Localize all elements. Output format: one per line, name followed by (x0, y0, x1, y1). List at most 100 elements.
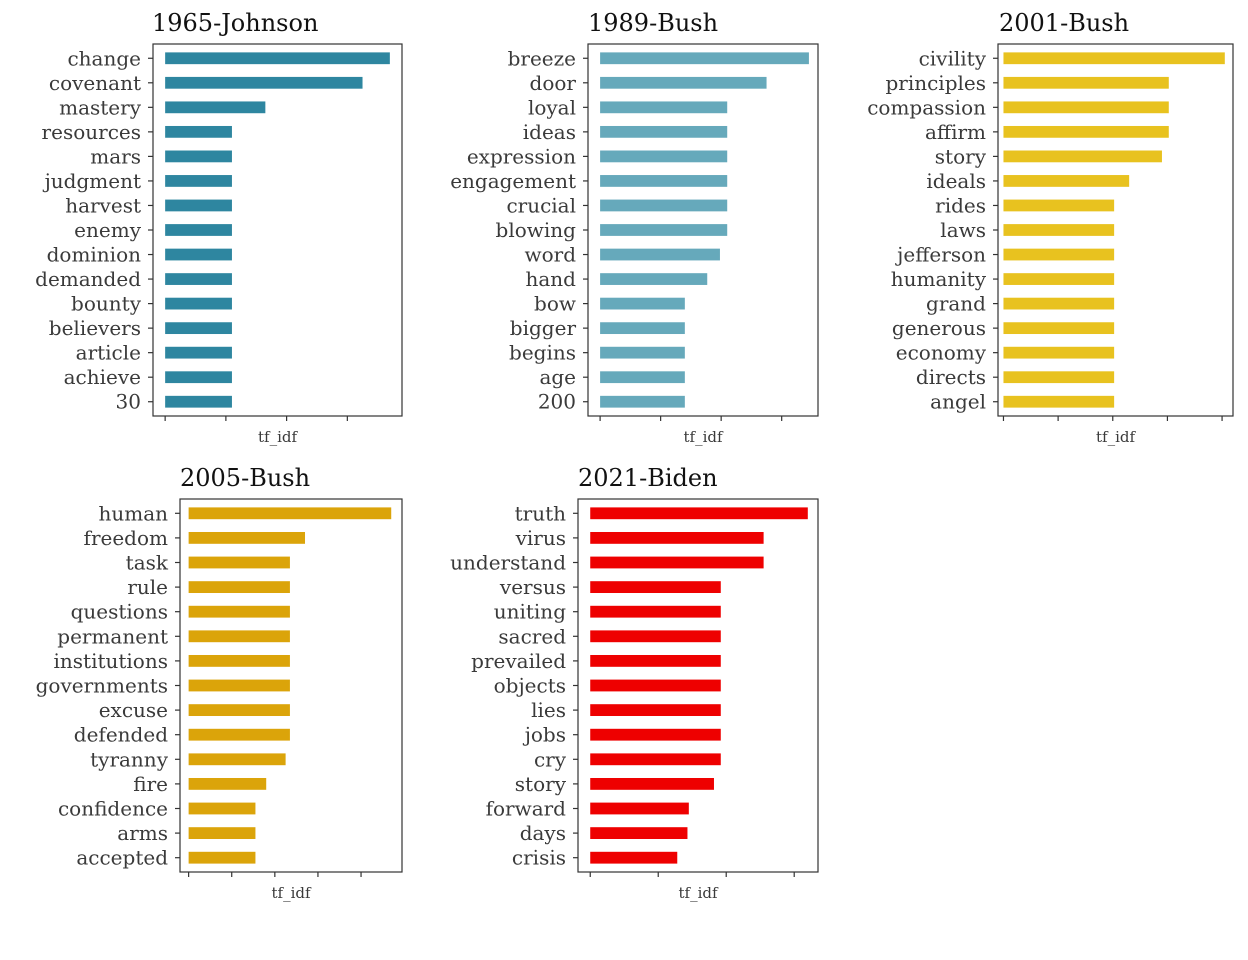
bar-directs (1003, 371, 1115, 384)
y-tick-label: 30 (116, 390, 141, 414)
bar-crucial (600, 199, 728, 212)
bar-versus (590, 581, 721, 594)
bar-200 (600, 395, 685, 408)
bar-door (600, 76, 767, 89)
y-tick-label: humanity (891, 267, 987, 291)
y-tick-label: task (126, 551, 169, 575)
y-tick-label: fire (133, 772, 168, 796)
bar-freedom (188, 531, 306, 544)
y-tick-label: dominion (47, 243, 142, 267)
x-axis-label: tf_idf (678, 884, 718, 902)
x-axis-label: tf_idf (1096, 428, 1136, 446)
bar-covenant (165, 76, 363, 89)
bar-compassion (1003, 101, 1169, 114)
bar-hand (600, 273, 708, 285)
bar-tyranny (188, 753, 286, 766)
bar-bigger (600, 322, 685, 335)
y-tick-label: breeze (508, 46, 576, 70)
y-tick-label: economy (896, 341, 987, 365)
bar-enemy (165, 224, 232, 236)
bar-age (600, 371, 685, 384)
bar-crisis (590, 851, 678, 864)
panel-1: 1989-Bush breezedoorloyalideasexpressione… (450, 9, 819, 446)
y-tick-label: story (935, 144, 987, 168)
y-tick-label: mars (90, 144, 141, 168)
bar-confidence (188, 802, 256, 815)
y-tick-label: truth (515, 501, 567, 525)
y-tick-label: jefferson (895, 243, 986, 267)
y-tick-label: uniting (494, 600, 566, 624)
y-tick-label: jobs (523, 723, 566, 747)
bar-human (188, 507, 392, 520)
y-tick-label: covenant (49, 71, 141, 95)
y-tick-label: bow (534, 292, 576, 316)
bar-accepted (188, 851, 256, 864)
bar-forward (590, 802, 689, 815)
y-tick-label: bounty (71, 292, 142, 316)
bar-dominion (165, 248, 232, 261)
y-tick-label: accepted (76, 846, 168, 870)
bar-story (1003, 150, 1162, 163)
panel-3: 2005-Bush humanfreedomtaskrulequestionspe… (36, 464, 403, 902)
y-tick-label: word (524, 243, 576, 267)
y-tick-label: achieve (64, 365, 141, 389)
bar-ideas (600, 125, 728, 138)
bar-sacred (590, 630, 721, 643)
y-tick-label: directs (916, 365, 986, 389)
bar-rides (1003, 199, 1115, 212)
y-tick-label: door (530, 71, 577, 95)
y-tick-label: rides (935, 193, 986, 217)
bar-humanity (1003, 273, 1115, 285)
bar-begins (600, 346, 685, 359)
y-tick-label: story (515, 772, 567, 796)
bar-jobs (590, 728, 721, 741)
bar-permanent (188, 630, 290, 643)
y-tick-label: blowing (496, 218, 577, 242)
y-tick-label: bigger (510, 316, 577, 340)
bar-affirm (1003, 125, 1169, 138)
y-tick-label: civility (919, 46, 987, 70)
y-tick-label: principles (885, 71, 986, 95)
y-tick-label: harvest (65, 193, 141, 217)
y-tick-label: judgment (43, 169, 141, 193)
y-tick-label: objects (494, 674, 566, 698)
y-tick-label: engagement (450, 169, 576, 193)
y-tick-label: questions (71, 600, 168, 624)
bar-mars (165, 150, 232, 163)
bar-uniting (590, 605, 721, 618)
bar-change (165, 52, 390, 65)
y-tick-label: crucial (506, 193, 576, 217)
panel-title: 2005-Bush (180, 464, 310, 492)
y-tick-label: resources (42, 120, 141, 144)
bar-breeze (600, 52, 809, 65)
y-tick-label: permanent (57, 624, 168, 648)
bar-questions (188, 605, 290, 618)
bar-objects (590, 679, 721, 692)
x-axis-label: tf_idf (271, 884, 311, 902)
y-tick-label: lies (531, 698, 566, 722)
bar-blowing (600, 224, 728, 236)
bar-believers (165, 322, 232, 335)
bar-excuse (188, 704, 290, 717)
bar-virus (590, 531, 764, 544)
bar-days (590, 827, 688, 840)
bar-rule (188, 581, 290, 594)
bar-principles (1003, 76, 1169, 89)
bar-word (600, 248, 720, 261)
y-tick-label: begins (509, 341, 576, 365)
y-tick-label: expression (467, 144, 576, 168)
bar-mastery (165, 101, 266, 114)
bar-cry (590, 753, 721, 766)
y-tick-label: 200 (538, 390, 576, 414)
y-tick-label: institutions (53, 649, 168, 673)
y-tick-label: ideas (523, 120, 576, 144)
y-tick-label: laws (940, 218, 986, 242)
y-tick-label: rule (127, 575, 168, 599)
y-tick-label: arms (117, 821, 168, 845)
y-tick-label: ideals (926, 169, 986, 193)
bar-article (165, 346, 232, 359)
bar-ideals (1003, 175, 1130, 187)
bar-harvest (165, 199, 232, 212)
bar-fire (188, 777, 267, 790)
bar-angel (1003, 395, 1115, 408)
